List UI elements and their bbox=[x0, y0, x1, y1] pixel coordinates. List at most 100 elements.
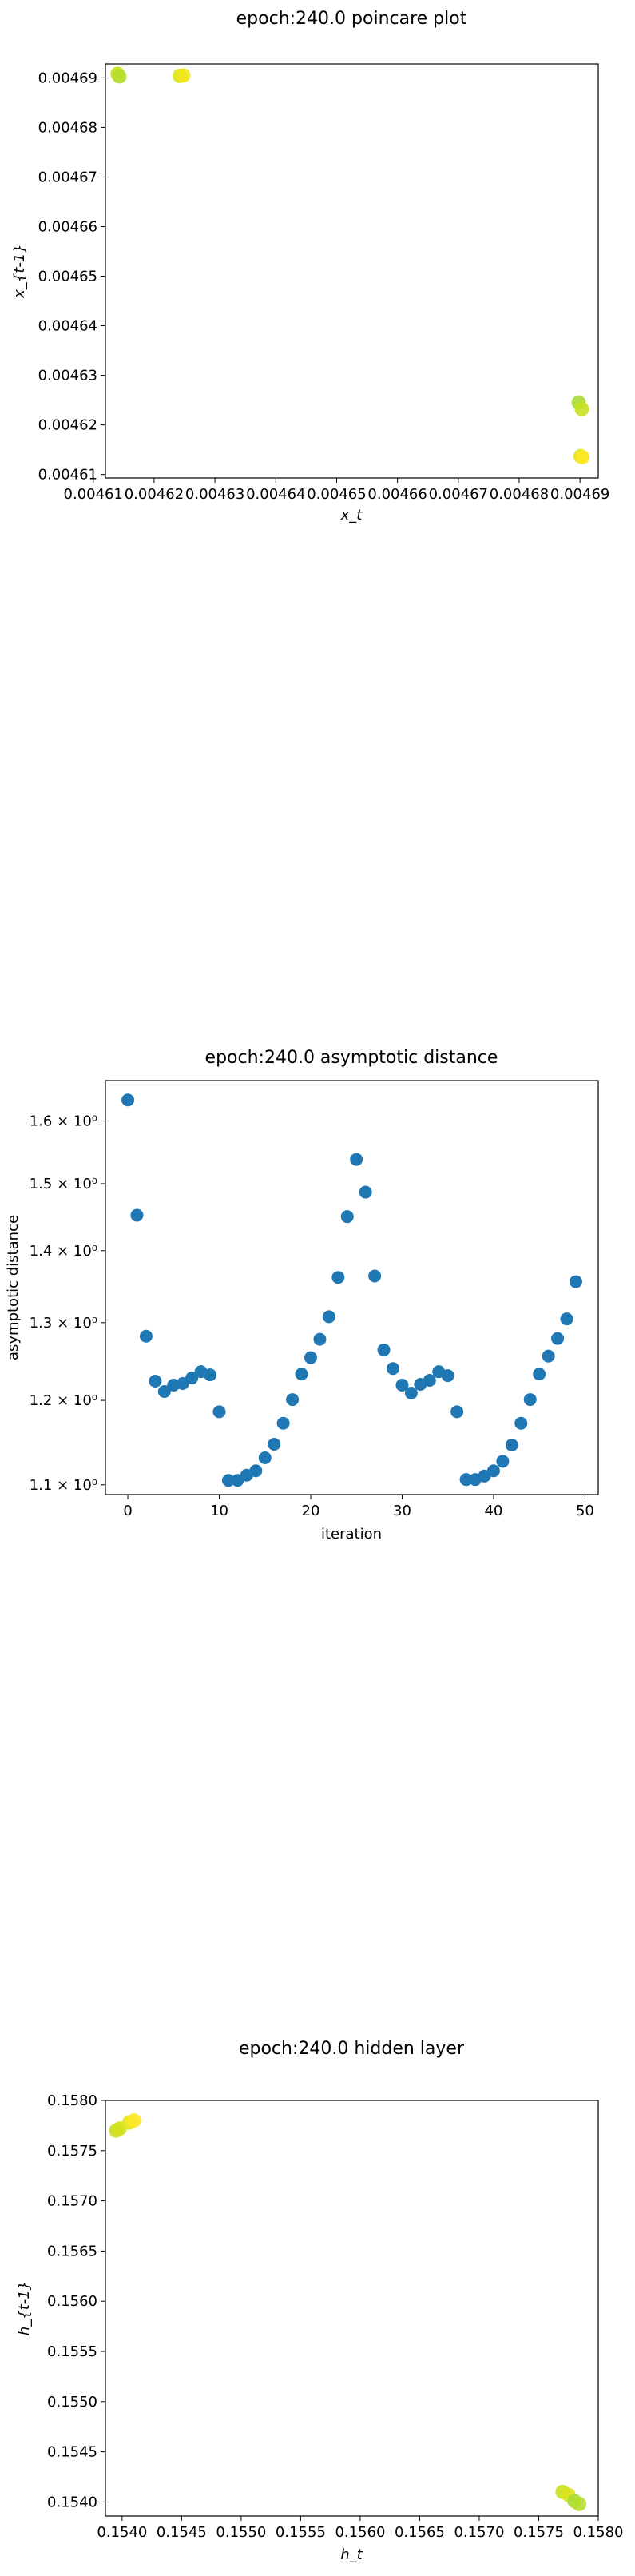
y-tick-label: 0.00469 bbox=[38, 70, 97, 86]
points-group bbox=[121, 1093, 582, 1487]
data-point bbox=[212, 1405, 226, 1419]
y-tick-label: 1.3 × 10⁰ bbox=[30, 1315, 97, 1332]
y-tick-label: 0.00464 bbox=[38, 318, 97, 335]
data-point bbox=[276, 1416, 290, 1430]
data-point bbox=[575, 449, 590, 464]
x-tick-label: 0.00461 bbox=[64, 486, 123, 503]
y-tick-label: 0.1560 bbox=[47, 2293, 97, 2310]
data-point bbox=[176, 68, 191, 83]
data-point bbox=[112, 69, 127, 84]
y-tick-label: 1.2 × 10⁰ bbox=[30, 1392, 97, 1409]
data-point bbox=[569, 1275, 582, 1288]
y-tick-label: 0.00461 bbox=[38, 467, 97, 484]
y-tick-label: 1.4 × 10⁰ bbox=[30, 1243, 97, 1260]
data-point bbox=[176, 1377, 189, 1391]
data-point bbox=[533, 1368, 546, 1381]
data-point bbox=[313, 1332, 327, 1346]
y-tick-label: 0.1555 bbox=[47, 2343, 97, 2360]
x-tick-label: 0.00462 bbox=[125, 486, 184, 503]
plot-frame bbox=[105, 1080, 599, 1495]
data-point bbox=[572, 2496, 587, 2511]
data-point bbox=[542, 1349, 555, 1363]
y-tick-label: 0.1580 bbox=[47, 2092, 97, 2109]
x-tick-label: 0.1570 bbox=[454, 2524, 504, 2541]
data-point bbox=[404, 1386, 418, 1399]
y-axis-label: x_{t-1} bbox=[11, 244, 28, 299]
plot-frame bbox=[105, 2100, 599, 2517]
y-axis-label: h_{t-1} bbox=[16, 2281, 33, 2335]
data-point bbox=[459, 1473, 473, 1487]
data-point bbox=[505, 1439, 518, 1452]
data-point bbox=[450, 1405, 464, 1419]
poincare-plot-chart: epoch:240.0 poincare plot 0.00461 0.00462… bbox=[11, 9, 610, 524]
data-point bbox=[249, 1464, 263, 1478]
y-axis-label: asymptotic distance bbox=[5, 1215, 22, 1360]
points-group bbox=[110, 66, 590, 464]
x-tick-label: 30 bbox=[393, 1503, 411, 1519]
data-point bbox=[514, 1416, 528, 1430]
y-tick-label: 0.1570 bbox=[47, 2193, 97, 2210]
data-point bbox=[204, 1368, 217, 1382]
x-axis-label: iteration bbox=[321, 1526, 382, 1543]
data-point bbox=[322, 1310, 335, 1324]
data-point bbox=[258, 1451, 272, 1465]
data-point bbox=[359, 1185, 372, 1199]
data-point bbox=[423, 1374, 436, 1388]
data-point bbox=[149, 1375, 162, 1388]
y-tick-label: 0.1565 bbox=[47, 2243, 97, 2259]
data-point bbox=[157, 1384, 171, 1398]
data-point bbox=[185, 1372, 199, 1385]
x-tick-label: 0.1550 bbox=[216, 2524, 266, 2541]
x-tick-label: 0.1565 bbox=[395, 2524, 445, 2541]
x-tick-label: 40 bbox=[484, 1503, 502, 1519]
data-point bbox=[286, 1393, 300, 1407]
data-point bbox=[350, 1153, 363, 1166]
data-point bbox=[387, 1362, 400, 1376]
data-point bbox=[574, 401, 589, 416]
data-point bbox=[560, 1312, 573, 1326]
y-tick-label: 1.6 × 10⁰ bbox=[30, 1113, 97, 1130]
x-tick-label: 0 bbox=[123, 1503, 132, 1519]
data-point bbox=[523, 1393, 537, 1407]
tick-group: 0.1540 0.1545 0.1550 0.1555 0.1560 0.1565 0.15… bbox=[47, 2092, 623, 2541]
data-point bbox=[340, 1210, 354, 1224]
data-point bbox=[304, 1351, 317, 1364]
x-tick-label: 0.00465 bbox=[307, 486, 366, 503]
x-tick-label: 0.1545 bbox=[157, 2524, 207, 2541]
data-point bbox=[268, 1437, 281, 1451]
chart-title: epoch:240.0 asymptotic distance bbox=[205, 1048, 498, 1068]
chart-title: epoch:240.0 poincare plot bbox=[236, 9, 467, 29]
x-tick-label: 0.00464 bbox=[246, 486, 305, 503]
data-point bbox=[486, 1464, 500, 1478]
data-point bbox=[368, 1269, 382, 1283]
x-tick-label: 50 bbox=[576, 1503, 594, 1519]
x-tick-label: 0.1555 bbox=[276, 2524, 326, 2541]
hidden-layer-chart: epoch:240.0 hidden layer 0.1540 0.1545 0.1… bbox=[16, 2039, 623, 2563]
y-tick-label: 0.00462 bbox=[38, 417, 97, 434]
x-tick-label: 20 bbox=[302, 1503, 320, 1519]
data-point bbox=[130, 1208, 144, 1222]
data-point bbox=[121, 1093, 135, 1107]
y-tick-label: 0.00465 bbox=[38, 269, 97, 285]
y-tick-label: 0.1540 bbox=[47, 2494, 97, 2510]
x-tick-label: 0.00468 bbox=[490, 486, 549, 503]
y-tick-label: 0.00467 bbox=[38, 169, 97, 185]
x-axis-label: h_t bbox=[340, 2546, 363, 2563]
data-point bbox=[395, 1378, 409, 1392]
x-tick-label: 0.00469 bbox=[550, 486, 609, 503]
x-tick-label: 0.1540 bbox=[97, 2524, 147, 2541]
tick-group: 0.00461 0.00462 0.00463 0.00464 0.00465 0.004… bbox=[38, 70, 610, 503]
data-point bbox=[496, 1455, 510, 1468]
y-tick-label: 0.00466 bbox=[38, 218, 97, 235]
y-tick-label: 0.1545 bbox=[47, 2444, 97, 2461]
y-tick-label: 0.1575 bbox=[47, 2143, 97, 2160]
x-axis-label: x_t bbox=[340, 507, 363, 524]
y-tick-label: 0.00468 bbox=[38, 119, 97, 136]
data-point bbox=[139, 1329, 153, 1343]
data-point bbox=[331, 1271, 345, 1284]
tick-group: 0 10 20 30 40 50 1.1 × 10⁰ 1.2 × 10⁰ 1.3 × 10⁰ 1.… bbox=[30, 1113, 594, 1519]
data-point bbox=[551, 1332, 565, 1345]
x-tick-label: 0.00463 bbox=[185, 486, 244, 503]
plot-frame bbox=[105, 63, 599, 479]
x-tick-label: 0.00466 bbox=[367, 486, 427, 503]
